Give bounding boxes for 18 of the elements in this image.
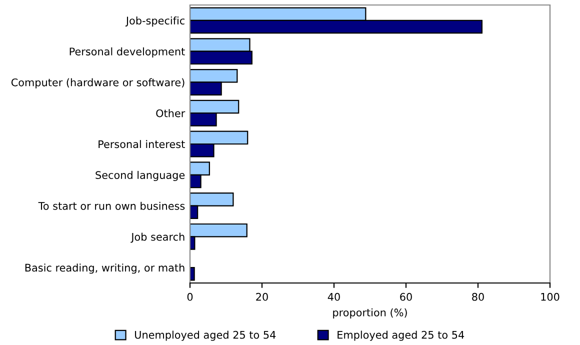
x-tick-label: 40: [328, 292, 340, 301]
y-tick-label: Other: [156, 109, 186, 118]
x-tick-label: 60: [400, 292, 412, 301]
y-tick-label: Job search: [130, 232, 184, 243]
legend-label: Unemployed aged 25 to 54: [135, 330, 276, 341]
y-tick-label: To start or run own business: [38, 202, 185, 210]
y-tick-label: Personal interest: [98, 140, 185, 148]
x-tick-label: 80: [472, 292, 484, 301]
y-tick-label: Job-specific: [125, 16, 184, 27]
y-tick-label: Computer (hardware or software): [11, 78, 184, 88]
x-tick-label: 100: [541, 292, 560, 301]
y-tick-label: Basic reading, writing, or math: [25, 264, 184, 274]
legend-label: Employed aged 25 to 54: [338, 330, 464, 341]
y-tick-label: Personal development: [70, 47, 185, 58]
x-axis-title: proportion (%): [333, 308, 407, 318]
x-tick-label: 0: [187, 292, 193, 301]
x-tick-label: 20: [256, 292, 268, 301]
y-tick-label: Second language: [96, 170, 185, 182]
